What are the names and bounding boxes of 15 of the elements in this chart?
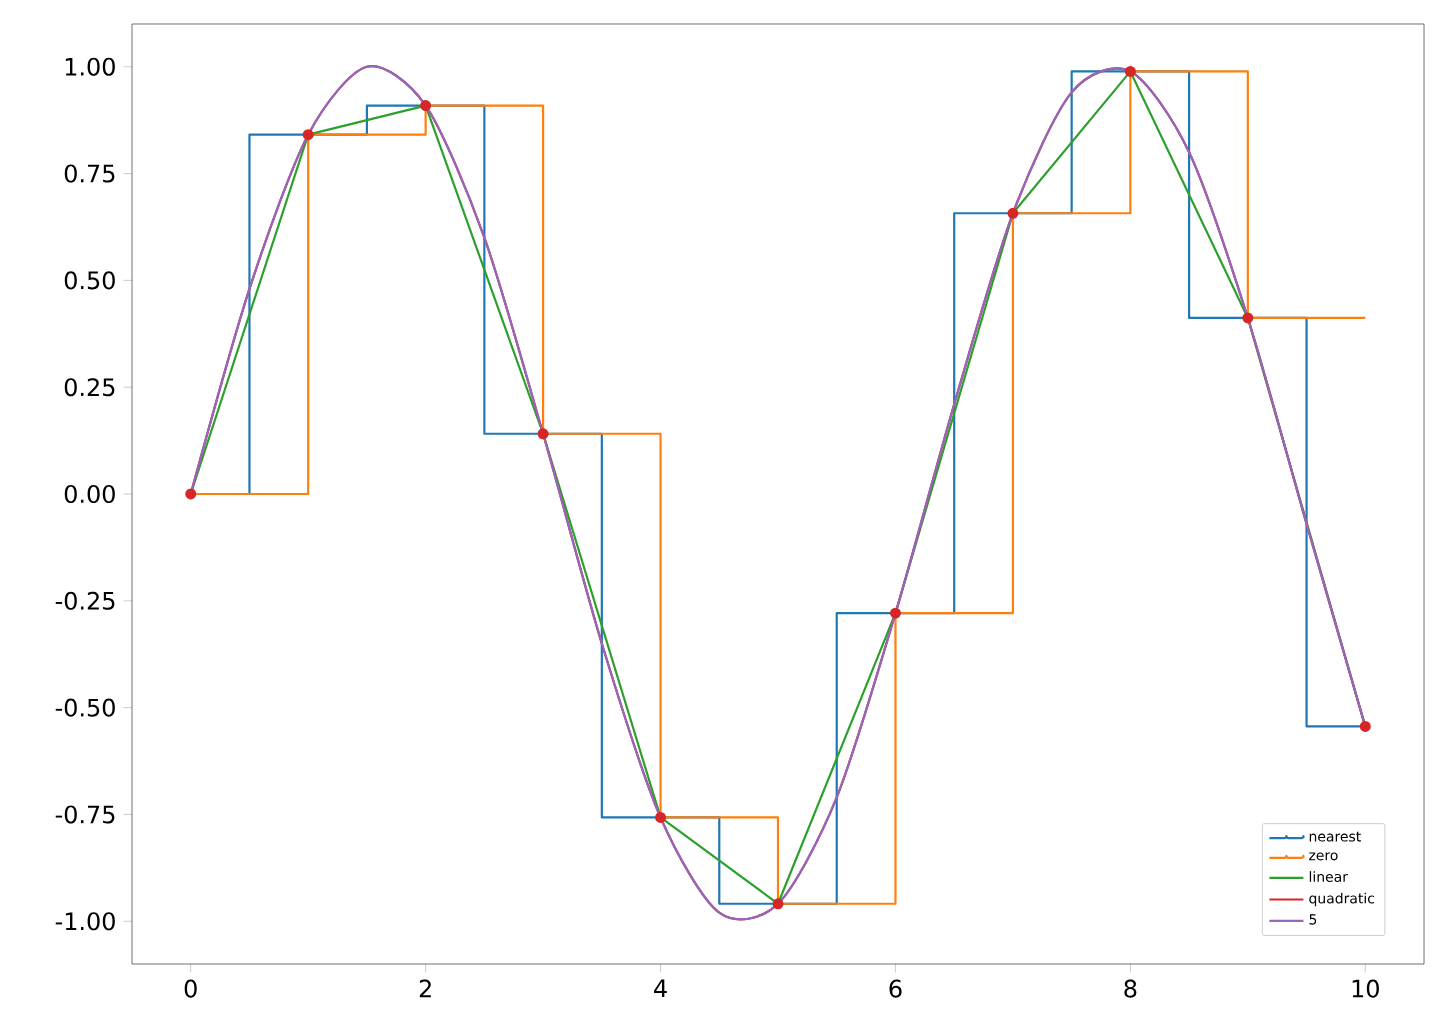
y-tick-label: -1.00 [55,912,115,931]
y-tick-label: 0.25 [64,378,115,397]
x-tick-label: 6 [889,979,902,998]
x-tick-label: 0 [184,979,197,998]
y-tick-label: 0.00 [64,484,115,504]
x-tick-label: 2 [419,979,431,998]
y-tick-label: -0.75 [55,805,115,824]
x-tick-label: 10 [1352,979,1379,998]
x-tick-label: 8 [1124,979,1137,998]
y-tick-label: -0.25 [55,591,115,610]
y-tick-label: 1.00 [65,57,115,76]
y-tick-label: -0.50 [55,698,115,717]
x-tick-label: 4 [654,979,667,997]
y-tick-label: 0.50 [64,271,115,290]
y-tick-label: 0.75 [64,164,115,183]
